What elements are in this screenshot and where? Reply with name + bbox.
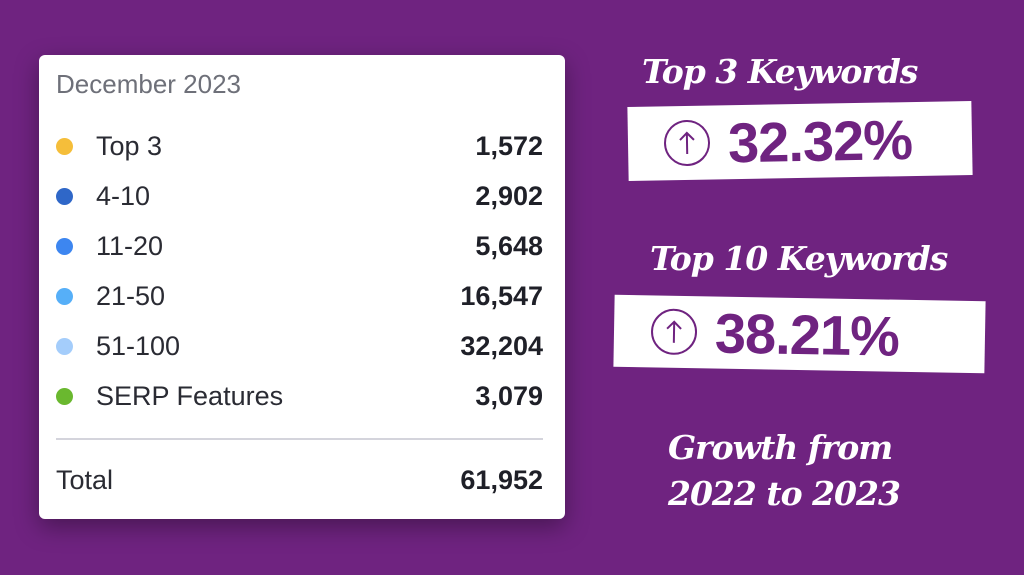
total-label: Total xyxy=(56,464,114,495)
ranking-row: 11-20 5,648 xyxy=(56,226,543,266)
growth-caption: Growth from 2022 to 2023 xyxy=(668,425,901,517)
stat-heading-top10: Top 10 Keywords xyxy=(650,239,948,278)
legend-dot-icon xyxy=(56,237,73,255)
stat-value-top3: 32.32% xyxy=(727,107,913,174)
ranking-row: 4-10 2,902 xyxy=(56,176,543,216)
stat-banner-top10: 38.21% xyxy=(613,294,986,374)
legend-dot-icon xyxy=(56,337,73,355)
legend-dot-icon xyxy=(56,387,73,405)
total-row: Total 61,952 xyxy=(56,460,543,500)
legend-dot-icon xyxy=(56,137,73,155)
ranking-label: 4-10 xyxy=(96,180,151,211)
ranking-value: 16,547 xyxy=(460,280,543,311)
ranking-row: 21-50 16,547 xyxy=(56,276,543,316)
total-value: 61,952 xyxy=(460,464,543,495)
legend-dot-icon xyxy=(56,287,73,305)
stat-heading-top3: Top 3 Keywords xyxy=(642,52,918,91)
ranking-label: Top 3 xyxy=(96,130,163,161)
arrow-up-circle-icon xyxy=(663,119,711,167)
ranking-value: 1,572 xyxy=(475,130,543,161)
ranking-value: 3,079 xyxy=(475,380,543,411)
divider xyxy=(56,438,543,440)
stat-value-top10: 38.21% xyxy=(714,301,900,368)
ranking-value: 2,902 xyxy=(475,180,543,211)
ranking-row: SERP Features 3,079 xyxy=(56,376,543,416)
ranking-label: 51-100 xyxy=(96,330,181,361)
card-title: December 2023 xyxy=(56,69,241,99)
ranking-label: 11-20 xyxy=(96,230,164,261)
ranking-label: SERP Features xyxy=(96,380,284,411)
ranking-row: Top 3 1,572 xyxy=(56,126,543,166)
growth-line-2: 2022 to 2023 xyxy=(668,474,901,513)
rankings-card: December 2023 Top 3 1,572 4-10 2,902 11-20 5,… xyxy=(39,55,565,519)
stat-banner-top3: 32.32% xyxy=(627,101,973,181)
arrow-up-circle-icon xyxy=(650,308,698,356)
legend-dot-icon xyxy=(56,187,73,205)
ranking-row: 51-100 32,204 xyxy=(56,326,543,366)
growth-line-1: Growth from xyxy=(668,428,893,467)
ranking-label: 21-50 xyxy=(96,280,166,311)
ranking-value: 5,648 xyxy=(475,230,543,261)
ranking-value: 32,204 xyxy=(460,330,543,361)
